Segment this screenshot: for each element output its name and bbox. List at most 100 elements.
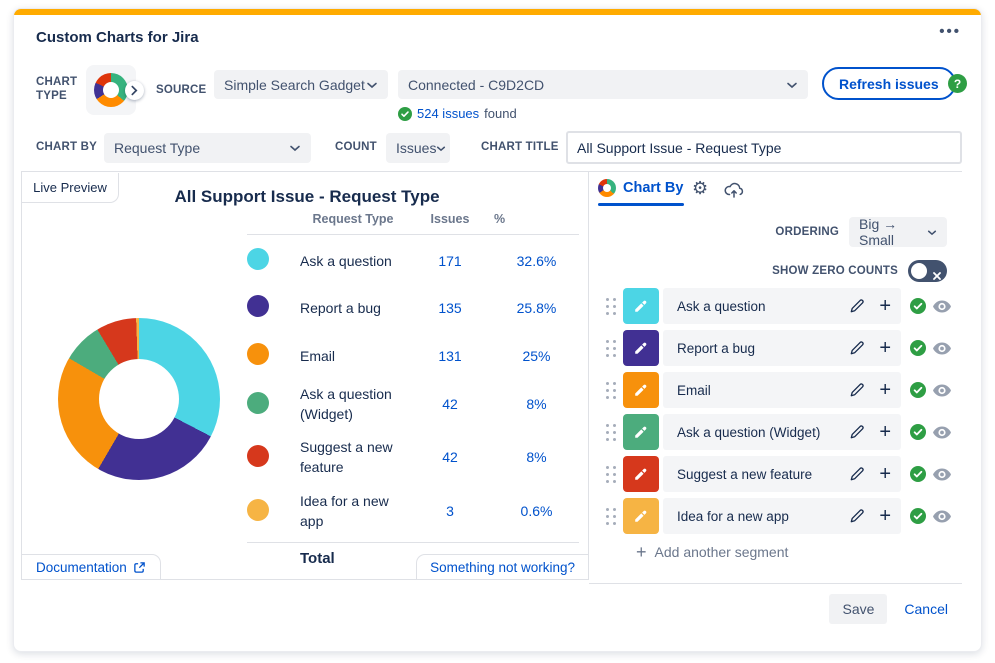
series-issues-link[interactable]: 42 bbox=[442, 396, 458, 412]
refresh-issues-button[interactable]: Refresh issues bbox=[822, 67, 956, 100]
segment-color-picker[interactable] bbox=[623, 498, 659, 534]
series-percent-link[interactable]: 25% bbox=[522, 347, 551, 364]
eye-visibility-icon[interactable] bbox=[933, 384, 951, 397]
documentation-link-text: Documentation bbox=[36, 559, 127, 575]
preview-chart-title: All Support Issue - Request Type bbox=[174, 187, 440, 206]
add-value-icon[interactable]: + bbox=[879, 505, 891, 527]
chevron-right-icon[interactable] bbox=[125, 81, 144, 100]
series-percent-link[interactable]: 8% bbox=[526, 396, 547, 412]
chart-title-input[interactable] bbox=[566, 131, 962, 164]
edit-pencil-icon[interactable] bbox=[849, 508, 865, 524]
help-icon[interactable]: ? bbox=[948, 74, 967, 93]
add-value-icon[interactable]: + bbox=[879, 379, 891, 401]
series-issues-link[interactable]: 3 bbox=[446, 503, 454, 519]
eye-visibility-icon[interactable] bbox=[933, 426, 951, 439]
drag-handle-icon[interactable] bbox=[606, 339, 616, 357]
series-issues-link[interactable]: 171 bbox=[438, 252, 462, 269]
source-gadget-dropdown[interactable]: Simple Search Gadget bbox=[214, 70, 388, 99]
add-value-icon[interactable]: + bbox=[879, 421, 891, 443]
drag-handle-icon[interactable] bbox=[606, 465, 616, 483]
segment-label: Suggest a new feature bbox=[677, 466, 813, 482]
series-issues-link[interactable]: 131 bbox=[438, 347, 462, 364]
tab-chart-by-label: Chart By bbox=[623, 180, 684, 196]
tab-chart-by[interactable]: Chart By bbox=[598, 179, 683, 197]
segment-color-picker[interactable] bbox=[623, 414, 659, 450]
segments-list: Ask a question + Report a bug + bbox=[589, 288, 962, 540]
chart-by-dropdown[interactable]: Request Type bbox=[104, 133, 311, 163]
chart-type-selector[interactable] bbox=[86, 65, 144, 115]
add-value-icon[interactable]: + bbox=[879, 463, 891, 485]
table-row: Email 131 25% bbox=[247, 343, 579, 368]
segment-color-picker[interactable] bbox=[623, 456, 659, 492]
check-circle-icon[interactable] bbox=[910, 340, 926, 356]
series-issues-link[interactable]: 42 bbox=[442, 449, 458, 465]
save-button[interactable]: Save bbox=[829, 594, 888, 624]
segment-color-picker[interactable] bbox=[623, 372, 659, 408]
eye-visibility-icon[interactable] bbox=[933, 342, 951, 355]
eyedropper-icon bbox=[635, 342, 647, 354]
check-circle-icon[interactable] bbox=[910, 424, 926, 440]
series-label: Suggest a new feature bbox=[300, 439, 393, 475]
segment-label: Report a bug bbox=[677, 340, 756, 356]
chart-by-label: CHART BY bbox=[36, 141, 98, 153]
drag-handle-icon[interactable] bbox=[606, 507, 616, 525]
add-segment-button[interactable]: + Add another segment bbox=[636, 542, 788, 562]
support-link[interactable]: Something not working? bbox=[416, 554, 588, 579]
source-connection-dropdown[interactable]: Connected - C9D2CD bbox=[398, 70, 808, 99]
eye-visibility-icon[interactable] bbox=[933, 468, 951, 481]
series-percent-link[interactable]: 8% bbox=[526, 449, 547, 465]
issues-found-status: 524 issues found bbox=[398, 106, 517, 121]
eye-visibility-icon[interactable] bbox=[933, 300, 951, 313]
check-circle-icon[interactable] bbox=[910, 466, 926, 482]
gear-icon[interactable]: ⚙ bbox=[692, 178, 709, 198]
show-zero-counts-label: SHOW ZERO COUNTS bbox=[772, 265, 898, 277]
donut-chart-icon bbox=[94, 73, 128, 107]
edit-pencil-icon[interactable] bbox=[849, 382, 865, 398]
series-percent-link[interactable]: 0.6% bbox=[520, 503, 553, 519]
series-color-swatch bbox=[247, 295, 269, 317]
eyedropper-icon bbox=[635, 300, 647, 312]
more-options-button[interactable]: ••• bbox=[939, 23, 961, 40]
series-percent-link[interactable]: 25.8% bbox=[516, 299, 557, 316]
edit-pencil-icon[interactable] bbox=[849, 466, 865, 482]
table-row: Suggest a new feature 42 8% bbox=[247, 437, 579, 477]
ordering-row: ORDERING Big → Small bbox=[775, 216, 947, 248]
accent-topbar bbox=[14, 9, 981, 15]
add-value-icon[interactable]: + bbox=[879, 295, 891, 317]
eyedropper-icon bbox=[635, 510, 647, 522]
series-percent-link[interactable]: 32.6% bbox=[516, 252, 557, 269]
table-row: Ask a question 171 32.6% bbox=[247, 248, 579, 273]
series-issues-link[interactable]: 135 bbox=[438, 299, 462, 316]
eye-visibility-icon[interactable] bbox=[933, 510, 951, 523]
segment-label: Email bbox=[677, 382, 711, 398]
issues-count-link[interactable]: 524 issues bbox=[417, 106, 480, 121]
check-circle-icon[interactable] bbox=[910, 382, 926, 398]
plus-icon: + bbox=[636, 542, 647, 562]
col-request-type: Request Type bbox=[312, 212, 394, 226]
segment-color-picker[interactable] bbox=[623, 330, 659, 366]
check-circle-icon[interactable] bbox=[910, 508, 926, 524]
edit-pencil-icon[interactable] bbox=[849, 340, 865, 356]
drag-handle-icon[interactable] bbox=[606, 423, 616, 441]
drag-handle-icon[interactable] bbox=[606, 297, 616, 315]
edit-pencil-icon[interactable] bbox=[849, 424, 865, 440]
show-zero-counts-toggle[interactable] bbox=[908, 260, 947, 282]
drag-handle-icon[interactable] bbox=[606, 381, 616, 399]
segment-row: Report a bug + bbox=[589, 330, 962, 366]
segment-label: Idea for a new app bbox=[677, 508, 789, 524]
donut-chart-icon bbox=[598, 179, 616, 197]
add-value-icon[interactable]: + bbox=[879, 337, 891, 359]
ordering-dropdown[interactable]: Big → Small bbox=[849, 216, 947, 248]
segment-pill: Ask a question + bbox=[663, 288, 901, 324]
check-circle-icon[interactable] bbox=[910, 298, 926, 314]
count-dropdown[interactable]: Issues bbox=[386, 133, 450, 163]
cancel-button[interactable]: Cancel bbox=[904, 601, 948, 617]
cloud-upload-icon[interactable] bbox=[724, 181, 744, 203]
custom-charts-dialog: Custom Charts for Jira ••• CHART TYPE SO… bbox=[13, 8, 982, 652]
edit-pencil-icon[interactable] bbox=[849, 298, 865, 314]
segment-color-picker[interactable] bbox=[623, 288, 659, 324]
table-row: Report a bug 135 25.8% bbox=[247, 295, 579, 320]
documentation-link[interactable]: Documentation bbox=[22, 554, 161, 579]
settings-panel: Chart By ⚙ ORDERING Big → Small SHOW bbox=[589, 171, 962, 584]
series-color-swatch bbox=[247, 391, 269, 414]
